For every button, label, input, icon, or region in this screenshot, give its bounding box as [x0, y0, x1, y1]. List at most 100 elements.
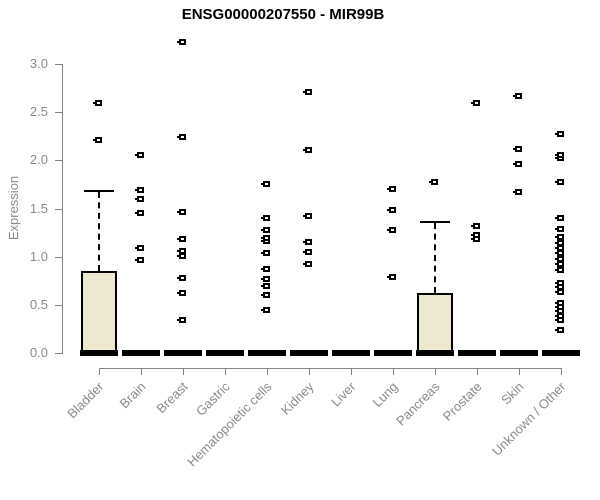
outlier-point	[135, 152, 144, 158]
median-line	[248, 350, 286, 356]
x-axis-tick	[267, 368, 268, 375]
outlier-point	[555, 308, 564, 314]
outlier-point	[555, 215, 564, 221]
outlier-point	[303, 147, 312, 153]
x-axis-tick	[309, 368, 310, 375]
median-line	[290, 350, 328, 356]
outlier-point	[555, 240, 564, 246]
outlier-point	[387, 274, 396, 280]
outlier-point	[555, 280, 564, 286]
outlier-point	[135, 210, 144, 216]
y-axis-tick	[55, 257, 62, 258]
median-line	[374, 350, 412, 356]
outlier-point	[177, 134, 186, 140]
outlier-point	[303, 239, 312, 245]
outlier-point	[555, 131, 564, 137]
y-tick-label: 3.0	[29, 56, 48, 71]
x-axis-tick	[351, 368, 352, 375]
x-axis-tick	[435, 368, 436, 375]
outlier-point	[555, 317, 564, 323]
outlier-point	[555, 226, 564, 232]
outlier-point	[261, 250, 270, 256]
outlier-point	[303, 213, 312, 219]
outlier-point	[471, 223, 480, 229]
outlier-point	[555, 256, 564, 262]
x-axis-tick	[519, 368, 520, 375]
outlier-point	[513, 146, 522, 152]
x-axis-tick	[141, 368, 142, 375]
median-line	[122, 350, 160, 356]
y-axis-tick	[55, 64, 62, 65]
outlier-point	[387, 227, 396, 233]
outlier-point	[429, 179, 438, 185]
outlier-point	[471, 100, 480, 106]
whisker-line	[98, 192, 100, 272]
outlier-point	[555, 234, 564, 240]
outlier-point	[177, 209, 186, 215]
outlier-point	[387, 186, 396, 192]
outlier-point	[135, 257, 144, 263]
y-tick-label: 0.0	[29, 345, 48, 360]
outlier-point	[303, 249, 312, 255]
y-tick-label: 1.5	[29, 201, 48, 216]
outlier-point	[513, 93, 522, 99]
outlier-point	[261, 215, 270, 221]
x-axis-tick	[561, 368, 562, 375]
y-axis-tick	[55, 112, 62, 113]
y-axis-line	[62, 64, 63, 354]
outlier-point	[177, 275, 186, 281]
whisker-cap	[420, 220, 450, 223]
outlier-point	[261, 227, 270, 233]
outlier-point	[177, 253, 186, 259]
median-line	[500, 350, 538, 356]
outlier-point	[261, 266, 270, 272]
outlier-point	[261, 235, 270, 241]
outlier-point	[513, 161, 522, 167]
median-line	[542, 350, 580, 356]
outlier-point	[555, 284, 564, 290]
median-line	[458, 350, 496, 356]
x-axis-tick	[183, 368, 184, 375]
outlier-point	[261, 276, 270, 282]
outlier-point	[261, 292, 270, 298]
outlier-point	[135, 187, 144, 193]
box-iqr	[81, 271, 117, 356]
outlier-point	[177, 248, 186, 254]
median-line	[416, 350, 454, 356]
whisker-cap	[84, 190, 114, 193]
y-axis-tick	[55, 353, 62, 354]
outlier-point	[177, 236, 186, 242]
outlier-point	[555, 313, 564, 319]
outlier-point	[303, 89, 312, 95]
outlier-point	[513, 189, 522, 195]
median-line	[164, 350, 202, 356]
outlier-point	[555, 250, 564, 256]
outlier-point	[303, 261, 312, 267]
outlier-point	[555, 245, 564, 251]
outlier-point	[555, 327, 564, 333]
outlier-point	[261, 238, 270, 244]
y-axis-tick	[55, 305, 62, 306]
outlier-point	[555, 261, 564, 267]
x-axis-tick	[393, 368, 394, 375]
outlier-point	[555, 179, 564, 185]
outlier-point	[93, 137, 102, 143]
outlier-point	[555, 152, 564, 158]
box-iqr	[417, 293, 453, 356]
outlier-point	[177, 39, 186, 45]
outlier-point	[471, 236, 480, 242]
outlier-point	[555, 300, 564, 306]
x-axis-tick	[99, 368, 100, 375]
outlier-point	[555, 155, 564, 161]
chart-title: ENSG00000207550 - MIR99B	[181, 6, 385, 23]
x-axis-line	[99, 368, 562, 369]
outlier-point	[177, 317, 186, 323]
outlier-point	[135, 245, 144, 251]
outlier-point	[261, 283, 270, 289]
outlier-point	[93, 100, 102, 106]
median-line	[206, 350, 244, 356]
outlier-point	[135, 196, 144, 202]
outlier-point	[471, 232, 480, 238]
